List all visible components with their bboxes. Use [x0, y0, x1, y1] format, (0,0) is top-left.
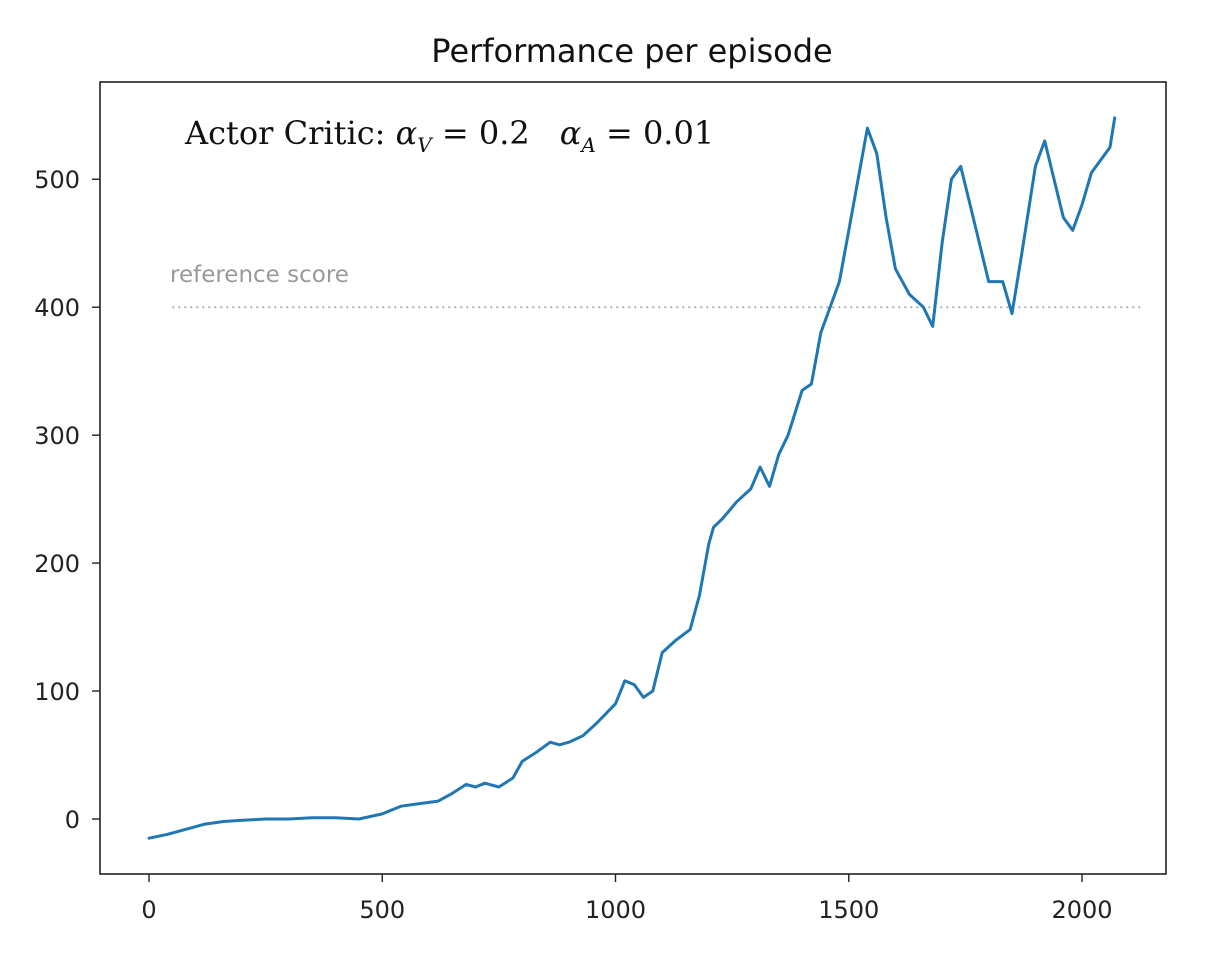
- x-tick-label: 1500: [818, 896, 879, 924]
- y-tick-label: 0: [65, 806, 80, 834]
- x-tick-label: 500: [359, 896, 405, 924]
- chart-title: Performance per episode: [431, 32, 832, 70]
- y-tick-label: 300: [34, 422, 80, 450]
- plot-area: 0 500 1000 1500 2000 0 100 200 300 400 500: [34, 81, 1167, 924]
- y-tick-label: 400: [34, 294, 80, 322]
- series-group: [147, 116, 1117, 840]
- chart-annotation: Actor Critic: αV = 0.2 αA = 0.01: [184, 114, 714, 157]
- x-tick-label: 1000: [585, 896, 646, 924]
- reference-label: reference score: [170, 262, 349, 288]
- y-tick-label: 100: [34, 678, 80, 706]
- series-line: [147, 116, 1117, 840]
- y-tick-label: 200: [34, 550, 80, 578]
- x-tick-label: 0: [141, 896, 156, 924]
- y-tick-label: 500: [34, 166, 80, 194]
- x-tick-label: 2000: [1051, 896, 1112, 924]
- plot-frame: [99, 81, 1167, 875]
